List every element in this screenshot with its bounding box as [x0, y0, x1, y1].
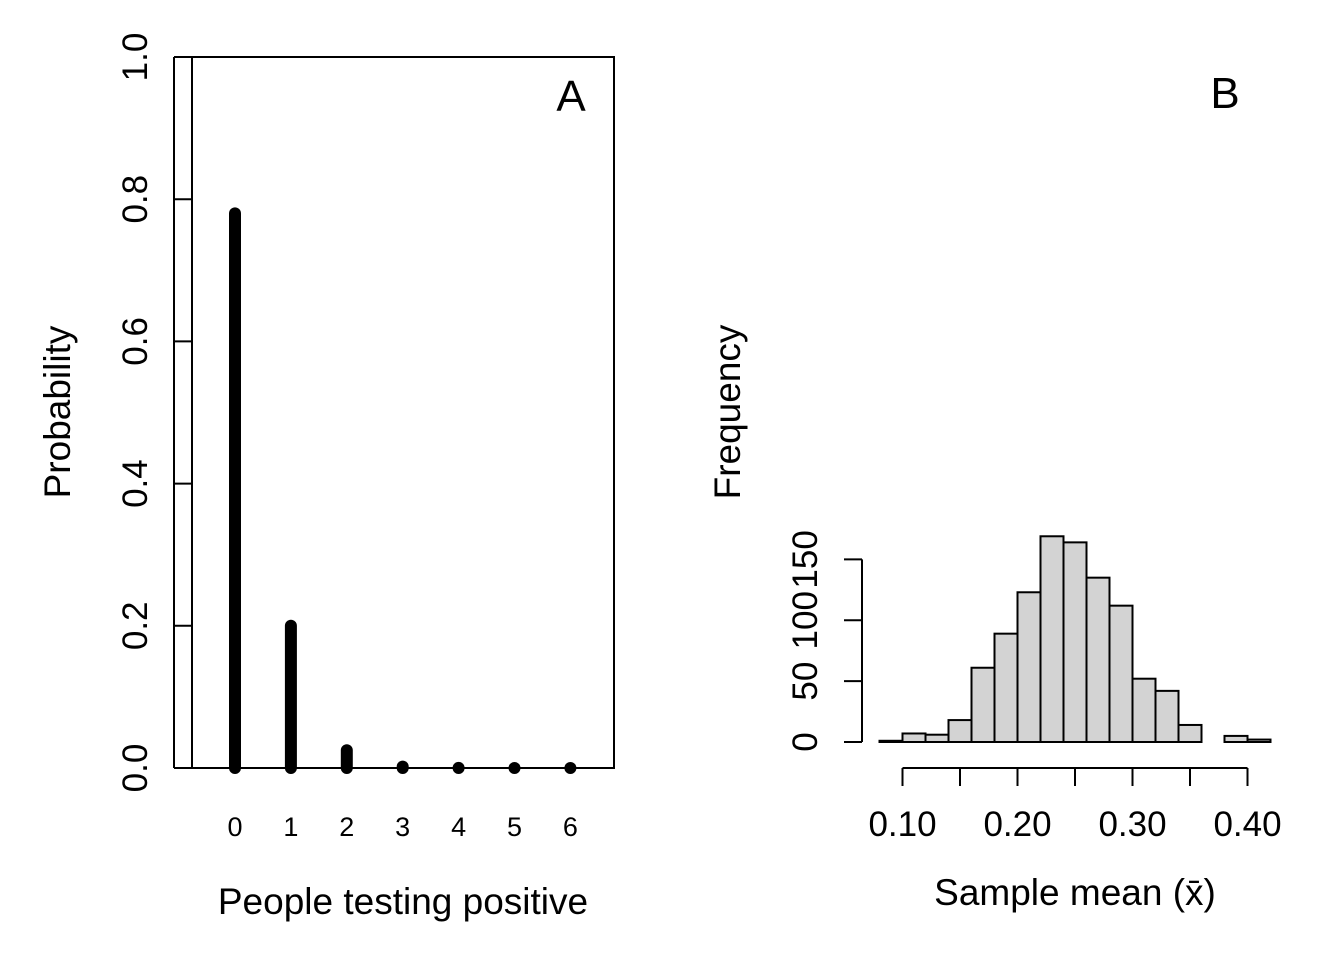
panel-b-histogram-bar: [1131, 677, 1157, 743]
panel-b-label: B: [1210, 69, 1239, 118]
panel-b-histogram-bar: [947, 719, 973, 744]
panel-b-histogram-bar: [1039, 535, 1065, 743]
panel-a-y-tick-label: 0.0: [116, 744, 155, 793]
panel-b-x-tick-label: 0.30: [1098, 805, 1166, 844]
panel-b-y-tick-label: 150: [786, 530, 825, 588]
panel-a-x-axis-title: People testing positive: [218, 881, 588, 922]
panel-b-histogram-bar: [1016, 591, 1042, 743]
panel-a-y-axis: 0.0 0.2 0.4 0.6 0.8 1.0: [116, 33, 192, 793]
panel-b-y-tick-label: 0: [786, 732, 825, 751]
panel-b-histogram-bars: [878, 535, 1272, 744]
panel-b-histogram-bar: [993, 632, 1019, 743]
panel-a: 0.0 0.2 0.4 0.6 0.8 1.0 0 1 2 3 4 5 6 A People test…: [37, 33, 615, 922]
panel-a-plot-box: [191, 56, 615, 769]
panel-b-histogram-bar: [1085, 576, 1111, 743]
panel-b-histogram-bar: [1062, 541, 1088, 743]
panel-b-y-tick-label: 100: [786, 591, 825, 649]
panel-b-histogram-bar: [901, 732, 927, 743]
panel-a-y-tick-label: 1.0: [116, 33, 155, 82]
panel-a-y-tick-label: 0.6: [116, 317, 155, 366]
panel-b-x-axis-title: Sample mean (x̄): [934, 872, 1216, 913]
panel-a-y-tick-label: 0.8: [116, 175, 155, 224]
panel-a-x-tick-label: 0: [227, 812, 242, 842]
panel-a-x-tick-label: 3: [395, 812, 410, 842]
panel-b-histogram-bar: [924, 733, 950, 744]
panel-b-x-tick-label: 0.20: [983, 805, 1051, 844]
panel-a-y-tick-label: 0.4: [116, 459, 155, 508]
panel-a-x-tick-label: 6: [563, 812, 578, 842]
panel-b-y-tick-label: 50: [786, 662, 825, 701]
panel-b-y-axis-title: Frequency: [707, 324, 748, 499]
panel-a-x-tick-label: 2: [339, 812, 354, 842]
panel-b-histogram-bar: [1246, 738, 1272, 744]
panel-b-histogram-bar: [1108, 604, 1134, 744]
panel-a-x-tick-label: 1: [283, 812, 298, 842]
panel-a-x-tick-label: 5: [507, 812, 522, 842]
panel-b-histogram-bar: [1154, 689, 1180, 744]
panel-a-y-axis-title: Probability: [37, 325, 78, 498]
panel-a-x-tick-label: 4: [451, 812, 466, 842]
panel-b-x-tick-label: 0.10: [868, 805, 936, 844]
panel-b-histogram-bar: [878, 739, 904, 744]
panel-b-x-axis: 0.10 0.20 0.30 0.40: [868, 767, 1282, 844]
panel-a-label: A: [556, 72, 586, 121]
panel-a-y-tick-label: 0.2: [116, 601, 155, 650]
panel-a-x-tick-labels: 0 1 2 3 4 5 6: [227, 812, 577, 842]
panel-a-bars: [229, 207, 577, 774]
panel-b-x-tick-label: 0.40: [1213, 805, 1281, 844]
panel-b-histogram-bar: [1223, 734, 1249, 744]
panel-b-histogram-bar: [970, 666, 996, 743]
panel-b-histogram-bar: [1177, 723, 1203, 744]
